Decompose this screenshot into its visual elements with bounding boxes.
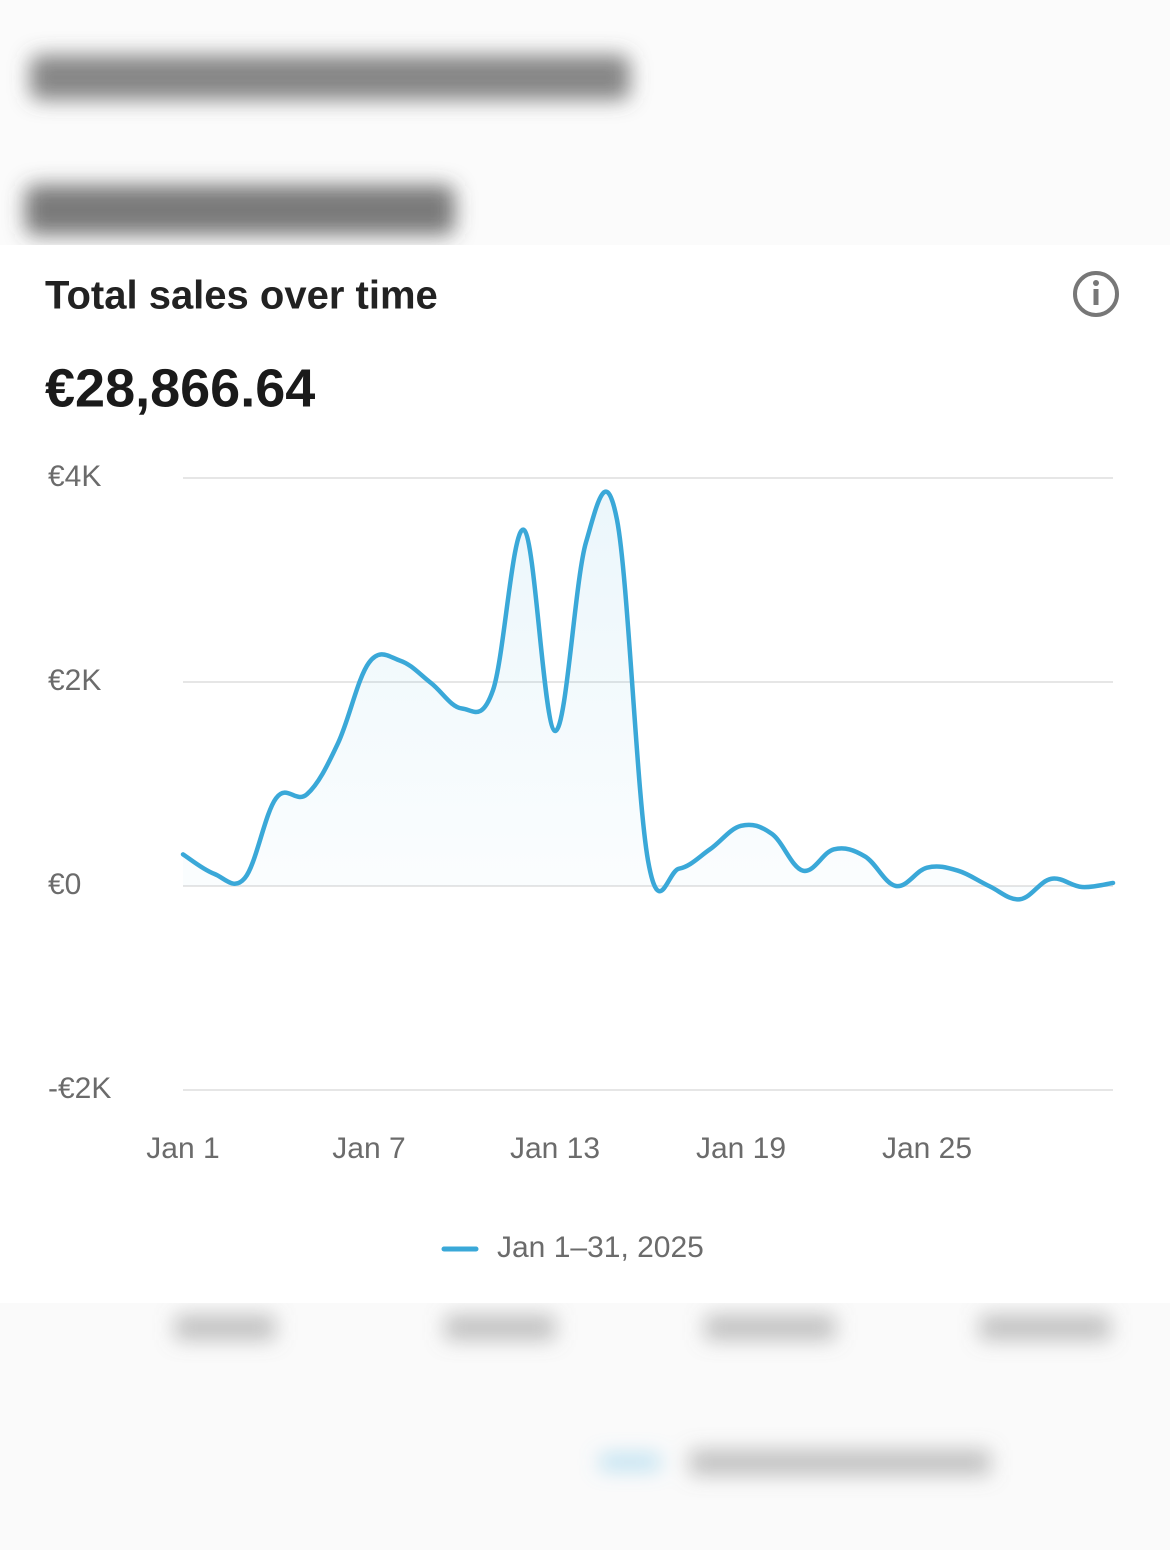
x-tick-label: Jan 13 <box>510 1132 600 1165</box>
x-tick-label: Jan 1 <box>146 1132 219 1165</box>
line <box>180 489 1116 902</box>
y-tick-label: €2K <box>48 664 101 697</box>
chart-title: Total sales over time <box>45 274 438 318</box>
x-tick-label: Jan 25 <box>882 1132 972 1165</box>
legend-label: Jan 1–31, 2025 <box>497 1231 704 1264</box>
area <box>183 491 1113 900</box>
blurred-content <box>25 55 1110 1475</box>
x-tick-label: Jan 7 <box>332 1132 405 1165</box>
y-tick-label: €0 <box>48 868 81 901</box>
x-tick-label: Jan 19 <box>696 1132 786 1165</box>
info-icon[interactable] <box>1073 271 1119 317</box>
total-value: €28,866.64 <box>45 358 315 418</box>
y-tick-label: €4K <box>48 460 101 493</box>
y-tick-label: -€2K <box>48 1072 111 1105</box>
